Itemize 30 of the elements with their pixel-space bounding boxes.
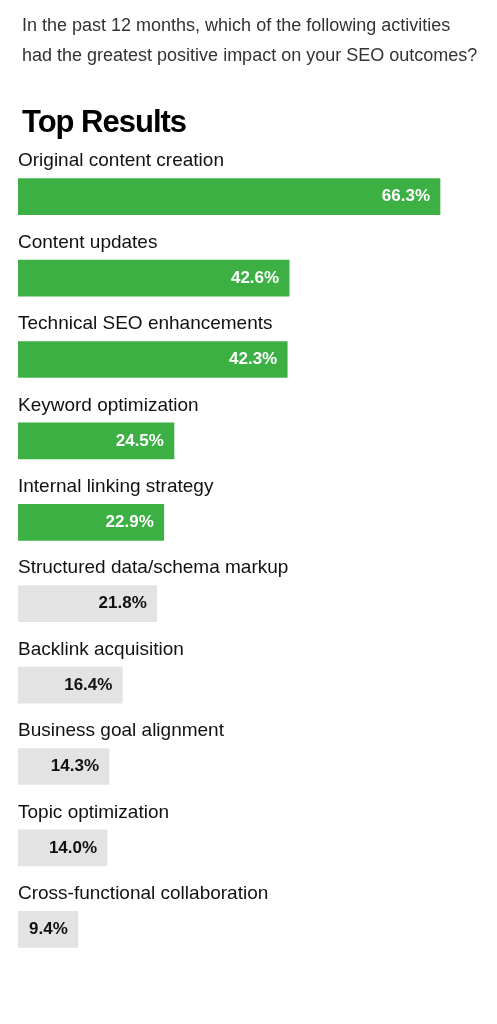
data-label: 22.9% xyxy=(105,511,154,531)
y-tick-label: Backlink acquisition xyxy=(18,637,184,659)
y-tick-label: Cross-functional collaboration xyxy=(18,882,269,904)
y-tick-label: Structured data/schema markup xyxy=(18,556,289,578)
data-label: 42.6% xyxy=(230,267,280,287)
data-label: 66.3% xyxy=(381,186,430,206)
y-tick-label: Topic optimization xyxy=(18,800,170,822)
bar xyxy=(18,585,158,623)
data-label: 9.4% xyxy=(29,918,68,938)
y-tick-label: Internal linking strategy xyxy=(18,475,214,497)
bar xyxy=(18,503,165,541)
bar xyxy=(18,422,175,460)
y-tick-label: Keyword optimization xyxy=(18,393,199,415)
bar xyxy=(18,259,290,297)
bar xyxy=(18,748,110,785)
chart-title: In the past 12 months, which of the following activities had the greatest positive impact on your SEO outcomes? xyxy=(21,14,479,67)
data-label: 14.0% xyxy=(48,837,98,857)
y-tick-label: Content updates xyxy=(18,230,158,252)
data-label: 21.8% xyxy=(98,593,147,613)
y-tick-label: Original content creation xyxy=(18,149,224,171)
data-label: 24.5% xyxy=(115,430,164,450)
bar xyxy=(18,341,288,378)
data-label: 16.4% xyxy=(64,674,113,694)
bar xyxy=(18,666,123,704)
data-label: 42.3% xyxy=(229,349,278,369)
y-tick-label: Technical SEO enhancements xyxy=(18,312,273,334)
data-label: 14.3% xyxy=(50,756,100,776)
bar xyxy=(18,178,441,216)
chart-subtitle: Top Results xyxy=(21,103,188,140)
y-tick-label: Business goal alignment xyxy=(18,719,225,741)
